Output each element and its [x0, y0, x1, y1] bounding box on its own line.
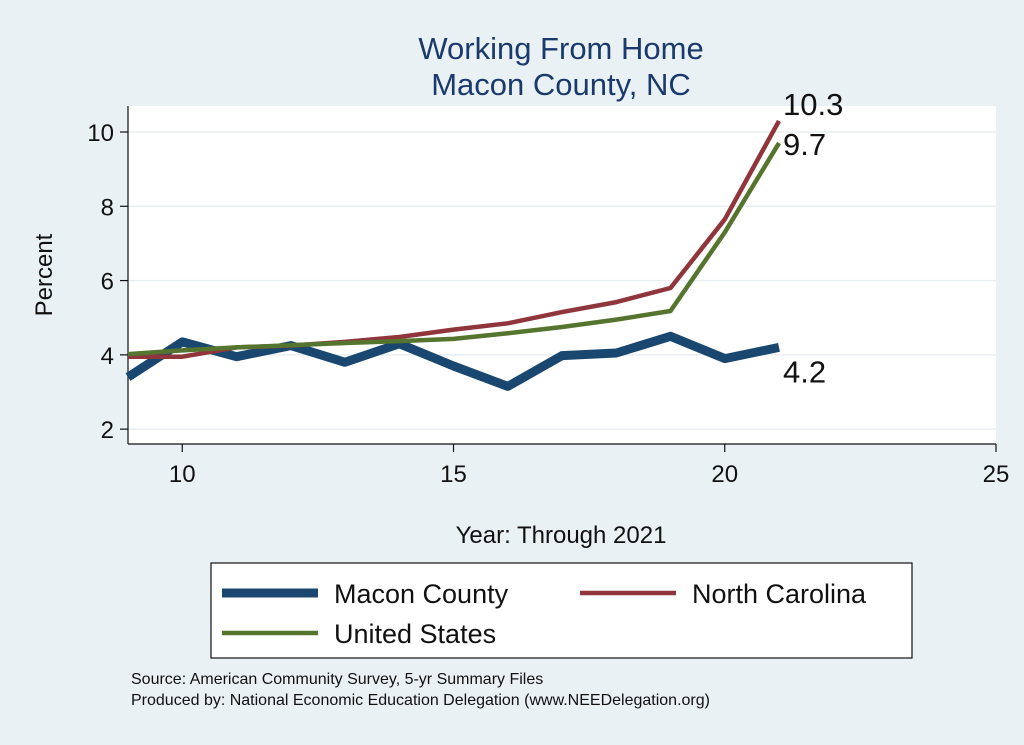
series-line-macon-county	[125, 331, 780, 391]
y-tick-label: 4	[101, 343, 114, 370]
legend-box	[210, 562, 913, 659]
x-axis-title: Year: Through 2021	[456, 522, 667, 549]
x-tick-label: 10	[169, 461, 196, 488]
chart-title: Working From Home	[418, 31, 703, 66]
legend-label-macon-county: Macon County	[334, 579, 509, 609]
axes: 2 4 6 8 10 10 15 20 25	[87, 106, 1009, 488]
series-line-united-states	[127, 141, 781, 357]
y-tick-label: 2	[101, 417, 114, 444]
legend-label-united-states: United States	[334, 619, 496, 649]
end-label-united-states: 9.7	[783, 127, 826, 162]
y-axis-title: Percent	[31, 233, 58, 316]
x-tick-label: 25	[983, 461, 1010, 488]
y-tick-label: 8	[101, 194, 114, 221]
y-tick-label: 10	[87, 120, 114, 147]
source-note: Source: American Community Survey, 5-yr …	[131, 671, 543, 688]
legend: Macon County North Carolina United States	[222, 579, 867, 649]
end-label-macon-county: 4.2	[783, 354, 826, 389]
legend-label-north-carolina: North Carolina	[692, 579, 867, 609]
y-tick-label: 6	[101, 269, 114, 296]
end-label-north-carolina: 10.3	[783, 87, 843, 122]
x-tick-label: 20	[711, 461, 738, 488]
produced-by-note: Produced by: National Economic Education…	[131, 692, 710, 709]
plot-area	[128, 106, 996, 444]
chart-subtitle: Macon County, NC	[431, 67, 691, 102]
series-lines	[125, 119, 781, 391]
end-labels: 4.2 10.3 9.7	[783, 87, 843, 390]
x-tick-label: 15	[440, 461, 467, 488]
